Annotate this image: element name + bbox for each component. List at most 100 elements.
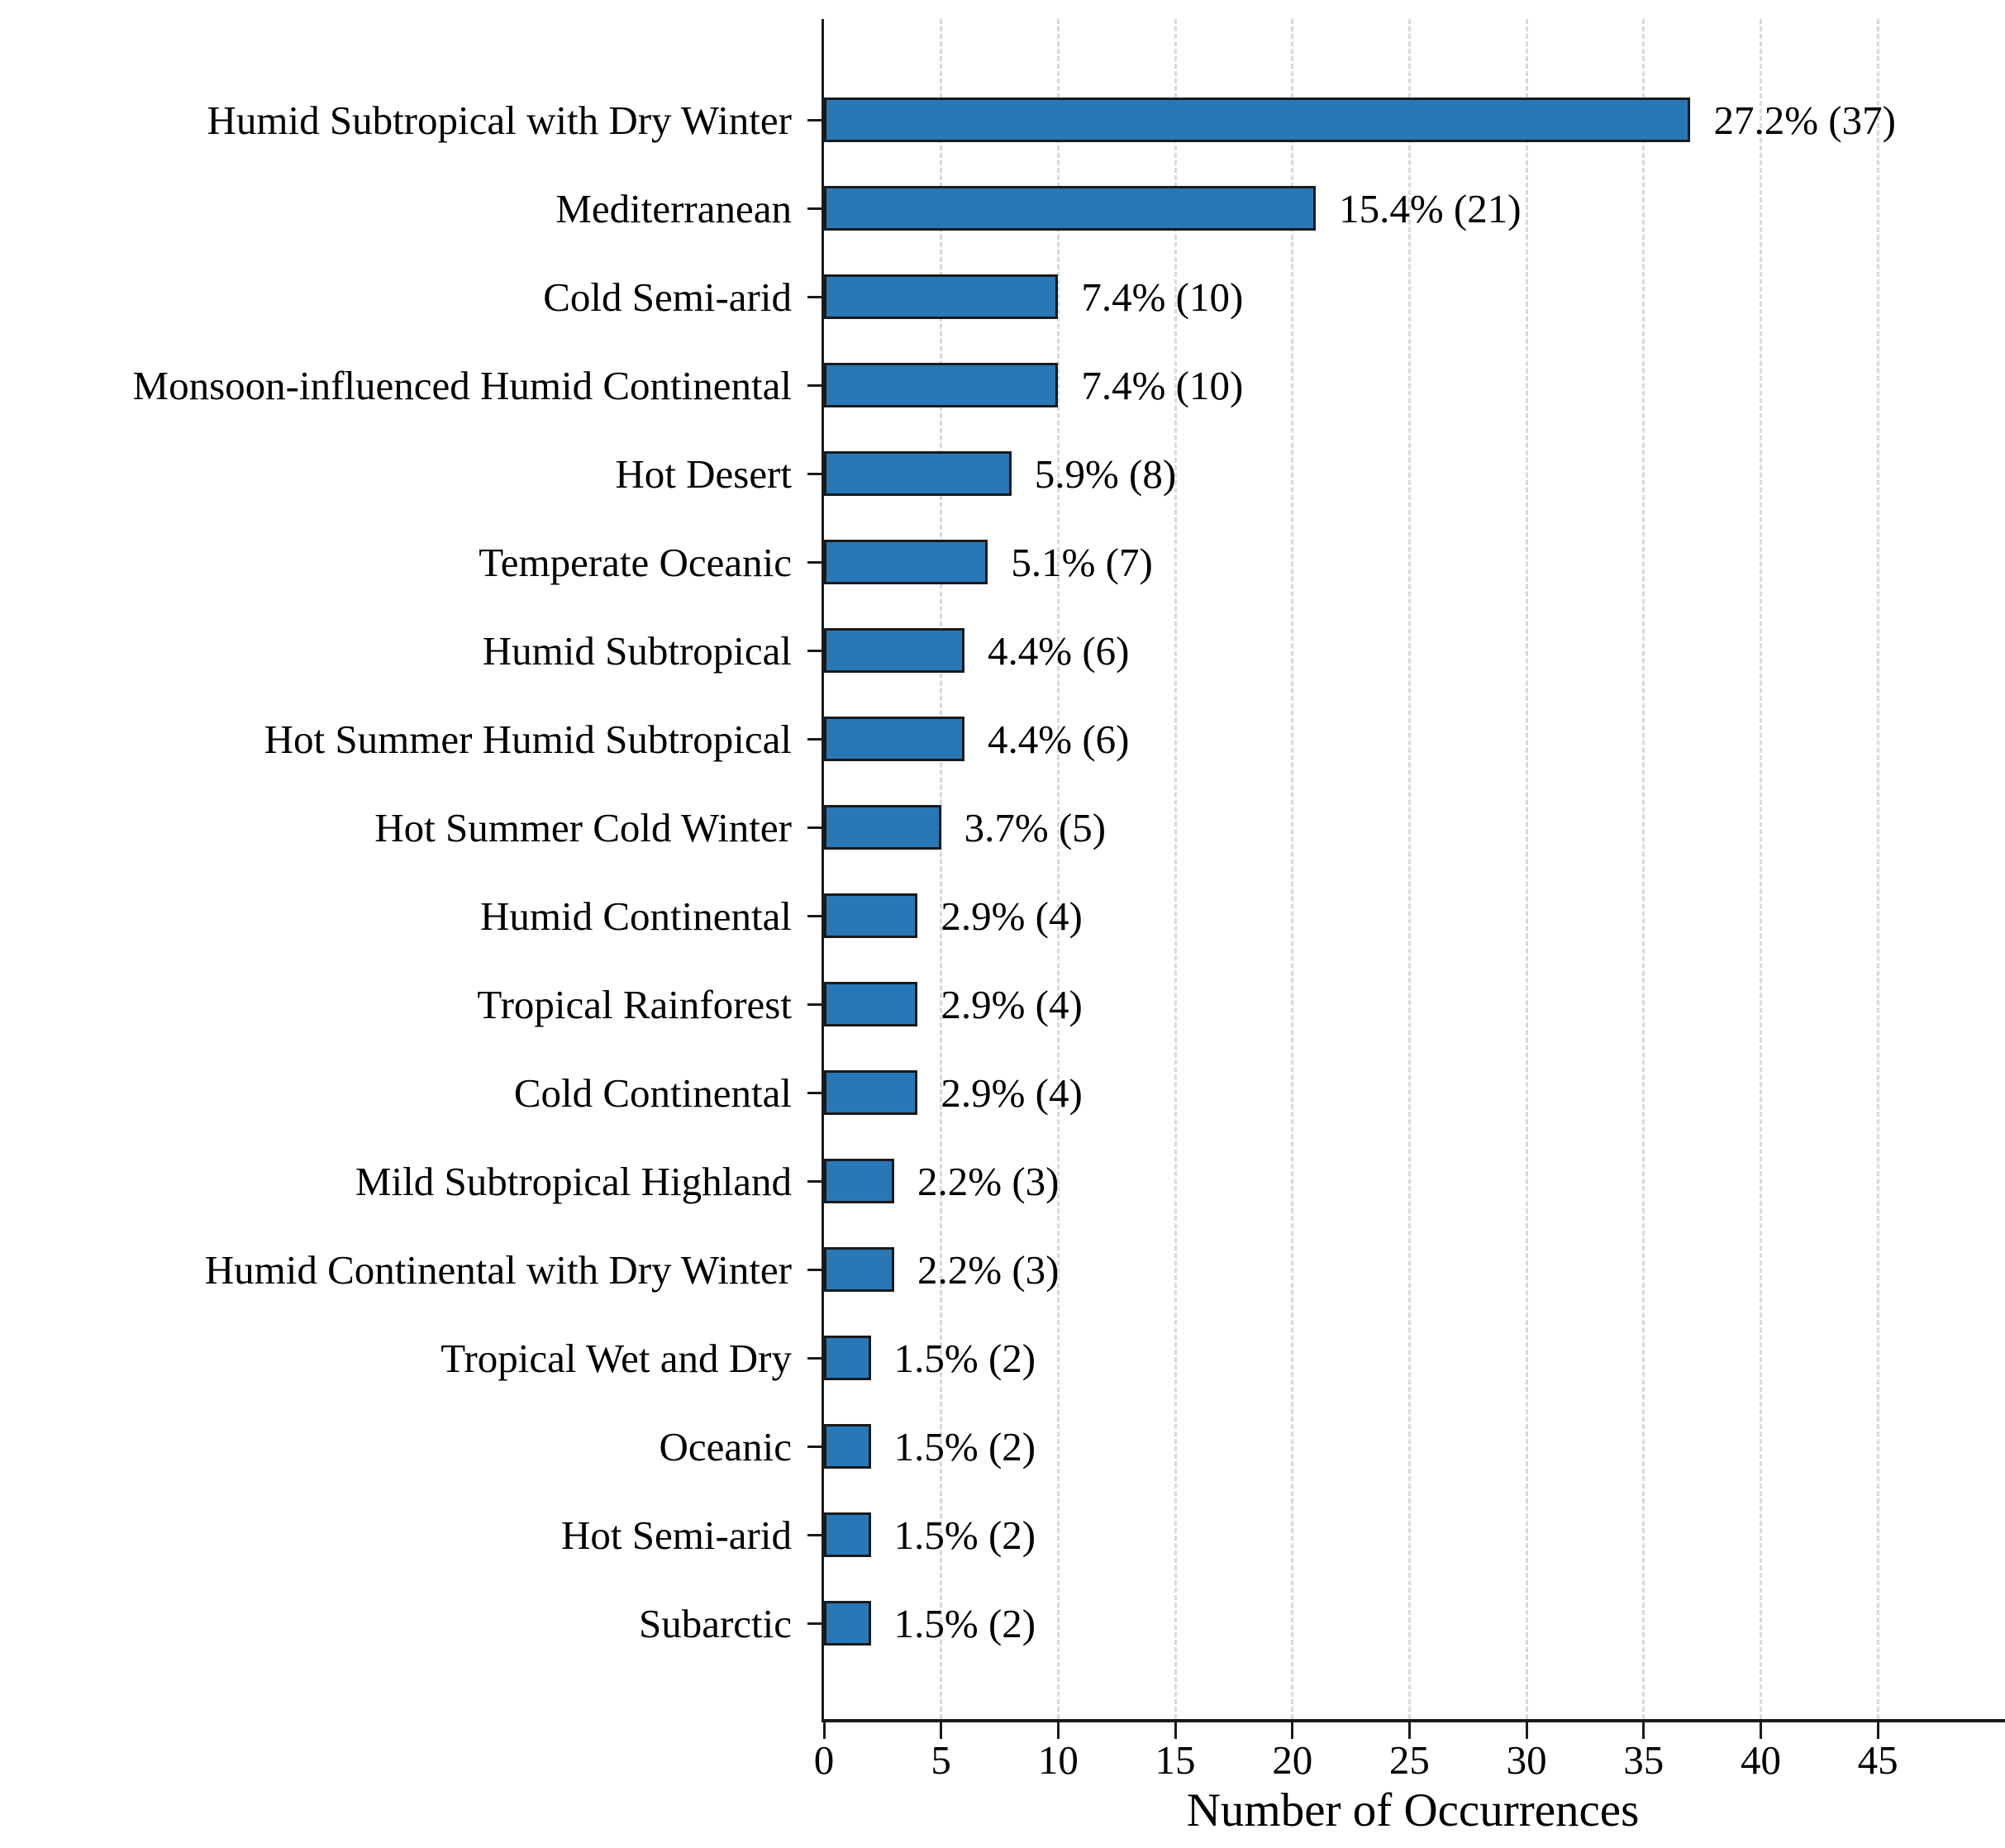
bar-row: 2.9% (4) xyxy=(824,960,2005,1049)
x-tick xyxy=(1056,1722,1060,1739)
gridline xyxy=(1642,19,1645,1719)
y-tick xyxy=(807,1622,822,1625)
bar-value-label: 2.2% (3) xyxy=(917,1158,1060,1204)
category-label: Tropical Rainforest xyxy=(477,981,792,1027)
category-label: Humid Subtropical with Dry Winter xyxy=(207,97,792,143)
y-tick xyxy=(807,207,822,210)
category-label: Temperate Oceanic xyxy=(479,539,792,585)
category-label: Humid Continental with Dry Winter xyxy=(204,1246,792,1293)
y-tick xyxy=(807,826,822,829)
bar-value-label: 27.2% (37) xyxy=(1713,97,1896,143)
category-label: Tropical Wet and Dry xyxy=(441,1335,792,1381)
bar xyxy=(824,893,918,938)
category-label: Mediterranean xyxy=(555,185,792,231)
bar xyxy=(824,1424,871,1469)
y-tick xyxy=(807,472,822,475)
y-axis-labels: Humid Subtropical with Dry Winter Mediter… xyxy=(0,19,822,1719)
bar xyxy=(824,628,965,673)
bar-value-label: 1.5% (2) xyxy=(893,1335,1036,1381)
bar xyxy=(824,363,1059,407)
category-label: Monsoon-influenced Humid Continental xyxy=(132,362,793,408)
bar xyxy=(824,1070,918,1115)
bar-value-label: 2.2% (3) xyxy=(917,1246,1060,1293)
bar xyxy=(824,717,965,761)
bar-row: 1.5% (2) xyxy=(824,1491,2005,1579)
bar xyxy=(824,186,1317,231)
x-tick-label: 30 xyxy=(1506,1737,1547,1783)
x-tick xyxy=(1876,1722,1879,1739)
plot-area: 27.2% (37) 15.4% (21) 7.4% (10) 7.4% (10) 5.… xyxy=(807,19,2005,1739)
bar-row: 3.7% (5) xyxy=(824,783,2005,872)
bar-value-label: 7.4% (10) xyxy=(1081,362,1244,408)
bar-row: 15.4% (21) xyxy=(824,164,2005,253)
y-tick xyxy=(807,1268,822,1271)
bar-row: 2.2% (3) xyxy=(824,1226,2005,1314)
bar-value-label: 3.7% (5) xyxy=(964,804,1107,850)
y-tick xyxy=(807,1091,822,1094)
bar xyxy=(824,274,1059,319)
category-label: Humid Subtropical xyxy=(482,627,792,674)
x-tick-label: 15 xyxy=(1155,1737,1196,1783)
x-tick xyxy=(1642,1722,1645,1739)
bar-value-label: 7.4% (10) xyxy=(1081,274,1244,320)
bar xyxy=(824,1601,871,1646)
category-label: Mild Subtropical Highland xyxy=(355,1158,792,1204)
gridline xyxy=(1876,19,1879,1719)
x-tick-label: 10 xyxy=(1037,1737,1079,1783)
x-tick xyxy=(1525,1722,1528,1739)
x-tick-label: 5 xyxy=(931,1737,951,1783)
bar-value-label: 15.4% (21) xyxy=(1339,185,1522,231)
bar-value-label: 2.9% (4) xyxy=(941,893,1083,939)
gridline xyxy=(1174,19,1177,1719)
y-tick xyxy=(807,1533,822,1536)
gridline xyxy=(1525,19,1528,1719)
gridline xyxy=(1759,19,1762,1719)
bar xyxy=(824,1512,871,1557)
x-tick xyxy=(940,1722,943,1739)
bar-value-label: 2.9% (4) xyxy=(941,1069,1083,1116)
x-tick-label: 45 xyxy=(1857,1737,1898,1783)
y-tick xyxy=(807,649,822,652)
x-tick-label: 40 xyxy=(1740,1737,1781,1783)
bar-row: 7.4% (10) xyxy=(824,341,2005,430)
bar-value-label: 5.1% (7) xyxy=(1011,539,1153,585)
bar xyxy=(824,1336,871,1380)
x-tick-label: 0 xyxy=(813,1737,835,1783)
bar-value-label: 4.4% (6) xyxy=(988,627,1130,674)
bar-row: 4.4% (6) xyxy=(824,607,2005,695)
bar-row: 1.5% (2) xyxy=(824,1579,2005,1668)
category-label: Subarctic xyxy=(638,1600,792,1646)
category-label: Hot Semi-arid xyxy=(561,1512,792,1558)
bar xyxy=(824,540,988,584)
x-tick xyxy=(1759,1722,1762,1739)
bar-row: 4.4% (6) xyxy=(824,695,2005,783)
bar xyxy=(824,451,1012,496)
gridline xyxy=(940,19,943,1719)
bar xyxy=(824,982,918,1026)
bar xyxy=(824,805,941,850)
x-tick xyxy=(822,1722,826,1739)
category-label: Hot Desert xyxy=(615,450,792,497)
bar-value-label: 2.9% (4) xyxy=(941,981,1083,1027)
bar xyxy=(824,98,1691,142)
x-tick-label: 25 xyxy=(1388,1737,1430,1783)
category-label: Cold Continental xyxy=(513,1069,792,1116)
bar-value-label: 1.5% (2) xyxy=(893,1512,1036,1558)
bar-row: 2.2% (3) xyxy=(824,1137,2005,1226)
y-tick xyxy=(807,1003,822,1006)
y-tick xyxy=(807,295,822,298)
category-label: Cold Semi-arid xyxy=(543,274,792,320)
bar-value-label: 1.5% (2) xyxy=(893,1600,1036,1646)
bar xyxy=(824,1247,894,1292)
bar-row: 5.1% (7) xyxy=(824,518,2005,607)
category-label: Oceanic xyxy=(659,1423,793,1469)
gridline xyxy=(1291,19,1294,1719)
bar-value-label: 4.4% (6) xyxy=(988,716,1130,762)
y-tick xyxy=(807,914,822,917)
gridline xyxy=(1407,19,1411,1719)
bar-row: 7.4% (10) xyxy=(824,253,2005,341)
category-label: Hot Summer Cold Winter xyxy=(374,804,792,850)
y-tick xyxy=(807,737,822,741)
y-tick xyxy=(807,118,822,121)
